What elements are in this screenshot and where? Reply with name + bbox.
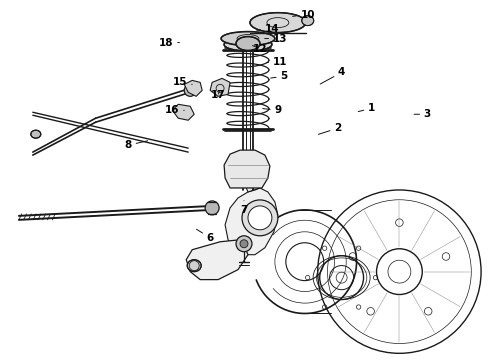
- Text: 9: 9: [263, 105, 281, 115]
- Ellipse shape: [224, 38, 272, 51]
- Text: 18: 18: [159, 37, 179, 48]
- Text: 8: 8: [125, 140, 147, 150]
- Text: 16: 16: [165, 105, 184, 115]
- Polygon shape: [184, 80, 202, 96]
- Text: 1: 1: [358, 103, 375, 113]
- Circle shape: [240, 240, 248, 248]
- Circle shape: [242, 200, 278, 236]
- Polygon shape: [240, 156, 266, 192]
- Text: 11: 11: [267, 58, 287, 67]
- Ellipse shape: [236, 37, 260, 50]
- Ellipse shape: [221, 32, 275, 45]
- Circle shape: [184, 84, 196, 96]
- Text: 12: 12: [252, 44, 267, 54]
- Text: 13: 13: [265, 33, 287, 44]
- Text: 4: 4: [320, 67, 345, 84]
- Text: 17: 17: [211, 90, 225, 100]
- Circle shape: [236, 236, 252, 252]
- Polygon shape: [210, 78, 230, 96]
- Polygon shape: [225, 188, 278, 255]
- Text: 3: 3: [414, 109, 431, 119]
- Polygon shape: [186, 240, 248, 280]
- Polygon shape: [224, 150, 270, 188]
- Text: 5: 5: [270, 71, 288, 81]
- Polygon shape: [172, 104, 194, 120]
- Ellipse shape: [187, 260, 201, 272]
- Text: 6: 6: [196, 229, 214, 243]
- Text: 7: 7: [240, 201, 247, 215]
- Circle shape: [248, 206, 272, 230]
- Ellipse shape: [31, 130, 41, 138]
- Circle shape: [205, 201, 219, 215]
- Text: 2: 2: [318, 123, 341, 134]
- Ellipse shape: [302, 15, 314, 26]
- Text: 14: 14: [257, 24, 279, 33]
- Text: 15: 15: [173, 77, 192, 87]
- Text: 10: 10: [293, 10, 315, 20]
- Ellipse shape: [250, 13, 306, 32]
